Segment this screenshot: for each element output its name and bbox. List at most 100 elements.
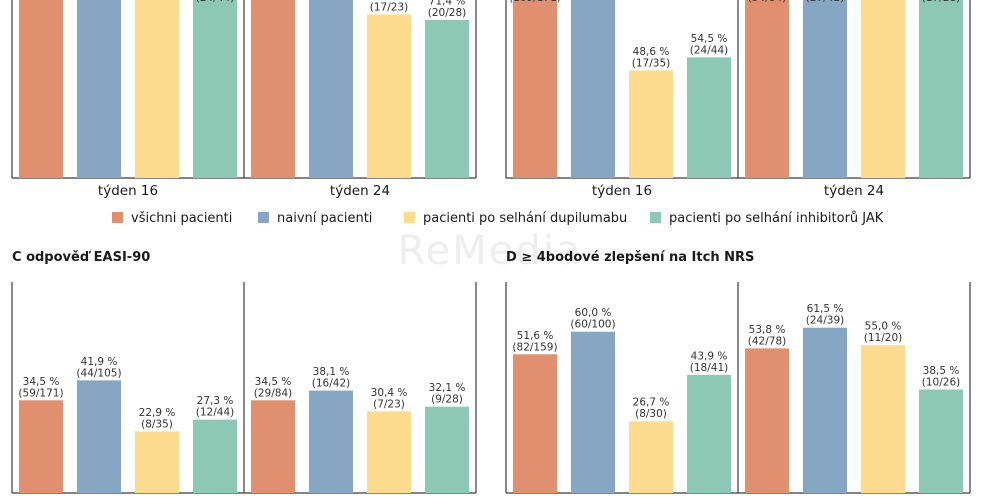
data-label: 53,8 % <box>749 324 786 336</box>
data-label: (16/42) <box>312 378 350 390</box>
data-label: (17/35) <box>632 57 670 69</box>
data-label: 54,5 % <box>691 33 728 45</box>
bar <box>571 0 615 178</box>
data-label: 43,9 % <box>691 351 728 363</box>
bar <box>425 19 469 179</box>
bar <box>687 375 731 493</box>
data-label: 71,4 % <box>429 0 466 7</box>
panel-0: týden 16 (24/44) týden 24 73,9 %(17/23) 71,4… <box>11 0 477 199</box>
legend-swatch <box>650 212 661 223</box>
data-label: 22,9 % <box>139 407 176 419</box>
data-label: 61,5 % <box>807 303 844 315</box>
data-label: 51,6 % <box>517 330 554 342</box>
bar <box>629 70 673 178</box>
legend-item: naivní pacienti <box>258 211 372 226</box>
data-label: (44/105) <box>76 367 121 379</box>
category-label: týden 24 <box>824 183 884 199</box>
data-label: 60,0 % <box>575 307 612 319</box>
legend-item: pacienti po selhání inhibitorů JAK <box>650 211 884 226</box>
bar <box>367 411 411 493</box>
watermark: ReMedia <box>398 228 583 274</box>
bar <box>745 0 789 178</box>
legend-swatch <box>258 212 269 223</box>
data-label: (8/35) <box>141 418 173 430</box>
legend: všichni pacienti naivní pacienti pacienti … <box>112 211 884 226</box>
data-label: (109/171) <box>509 0 561 4</box>
data-label: 27,3 % <box>197 395 234 407</box>
data-label: 32,1 % <box>429 382 466 394</box>
data-label: (54/84) <box>748 0 786 4</box>
bar <box>803 327 847 493</box>
data-label: 26,7 % <box>633 397 670 409</box>
data-label: 48,6 % <box>633 46 670 58</box>
data-label: (60/100) <box>570 319 615 331</box>
bar <box>193 0 237 178</box>
data-label: (7/23) <box>373 398 405 410</box>
panel-title: C odpověď EASI-90 <box>12 250 150 265</box>
bar <box>803 0 847 178</box>
data-label: 34,5 % <box>255 376 292 388</box>
panels: týden 16 (24/44) týden 24 73,9 %(17/23) 71,4… <box>11 0 971 494</box>
bar <box>861 0 905 178</box>
legend-label: pacienti po selhání inhibitorů JAK <box>669 211 884 226</box>
data-label: 41,9 % <box>81 356 118 368</box>
bar <box>309 0 353 178</box>
data-label: (24/39) <box>806 315 844 327</box>
bar <box>251 0 295 178</box>
bar <box>919 389 963 493</box>
bar <box>513 354 557 493</box>
legend-label: naivní pacienti <box>277 211 372 226</box>
data-label: (17/28) <box>922 0 960 4</box>
data-label: (59/171) <box>18 387 63 399</box>
data-label: (12/44) <box>196 407 234 419</box>
bar <box>745 348 789 493</box>
bar <box>251 400 295 493</box>
data-label: 38,1 % <box>313 366 350 378</box>
data-label: (42/78) <box>748 335 786 347</box>
bar <box>77 380 121 493</box>
legend-item: všichni pacienti <box>112 211 232 226</box>
data-label: 34,5 % <box>23 376 60 388</box>
bar <box>571 331 615 493</box>
bar <box>687 57 731 179</box>
data-label: (18/41) <box>690 362 728 374</box>
category-label: týden 24 <box>330 183 390 199</box>
bar <box>425 406 469 493</box>
data-label: (27/42) <box>806 0 844 4</box>
bar <box>919 0 963 178</box>
legend-label: všichni pacienti <box>131 211 232 226</box>
data-label: (24/44) <box>196 0 234 4</box>
bar <box>135 0 179 178</box>
panel-title: D ≥ 4bodové zlepšení na Itch NRS <box>506 250 754 265</box>
legend-swatch <box>404 212 415 223</box>
bar <box>367 14 411 178</box>
data-label: (82/159) <box>512 341 557 353</box>
data-label: (24/44) <box>690 44 728 56</box>
data-label: (29/84) <box>254 387 292 399</box>
category-label: týden 16 <box>592 183 652 199</box>
bar <box>77 0 121 178</box>
data-label: (11/20) <box>864 332 902 344</box>
data-label: 30,4 % <box>371 387 408 399</box>
bar <box>19 0 63 178</box>
legend-swatch <box>112 212 123 223</box>
bar <box>309 390 353 493</box>
bar <box>513 0 557 178</box>
bar <box>629 421 673 493</box>
data-label: (17/23) <box>370 1 408 13</box>
legend-item: pacienti po selhání dupilumabu <box>404 211 627 226</box>
data-label: (20/28) <box>428 7 466 19</box>
data-label: (8/30) <box>635 408 667 420</box>
data-label: 38,5 % <box>923 365 960 377</box>
category-label: týden 16 <box>98 183 158 199</box>
data-label: 73,9 % <box>371 0 408 2</box>
bar <box>861 345 905 493</box>
bar <box>135 431 179 493</box>
data-label: (9/28) <box>431 394 463 406</box>
legend-label: pacienti po selhání dupilumabu <box>423 211 627 226</box>
panel-1: týden 16 (109/171) 48,6 %(17/35) 54,5 %(24/… <box>505 0 971 199</box>
bar <box>193 419 237 493</box>
data-label: (10/26) <box>922 377 960 389</box>
